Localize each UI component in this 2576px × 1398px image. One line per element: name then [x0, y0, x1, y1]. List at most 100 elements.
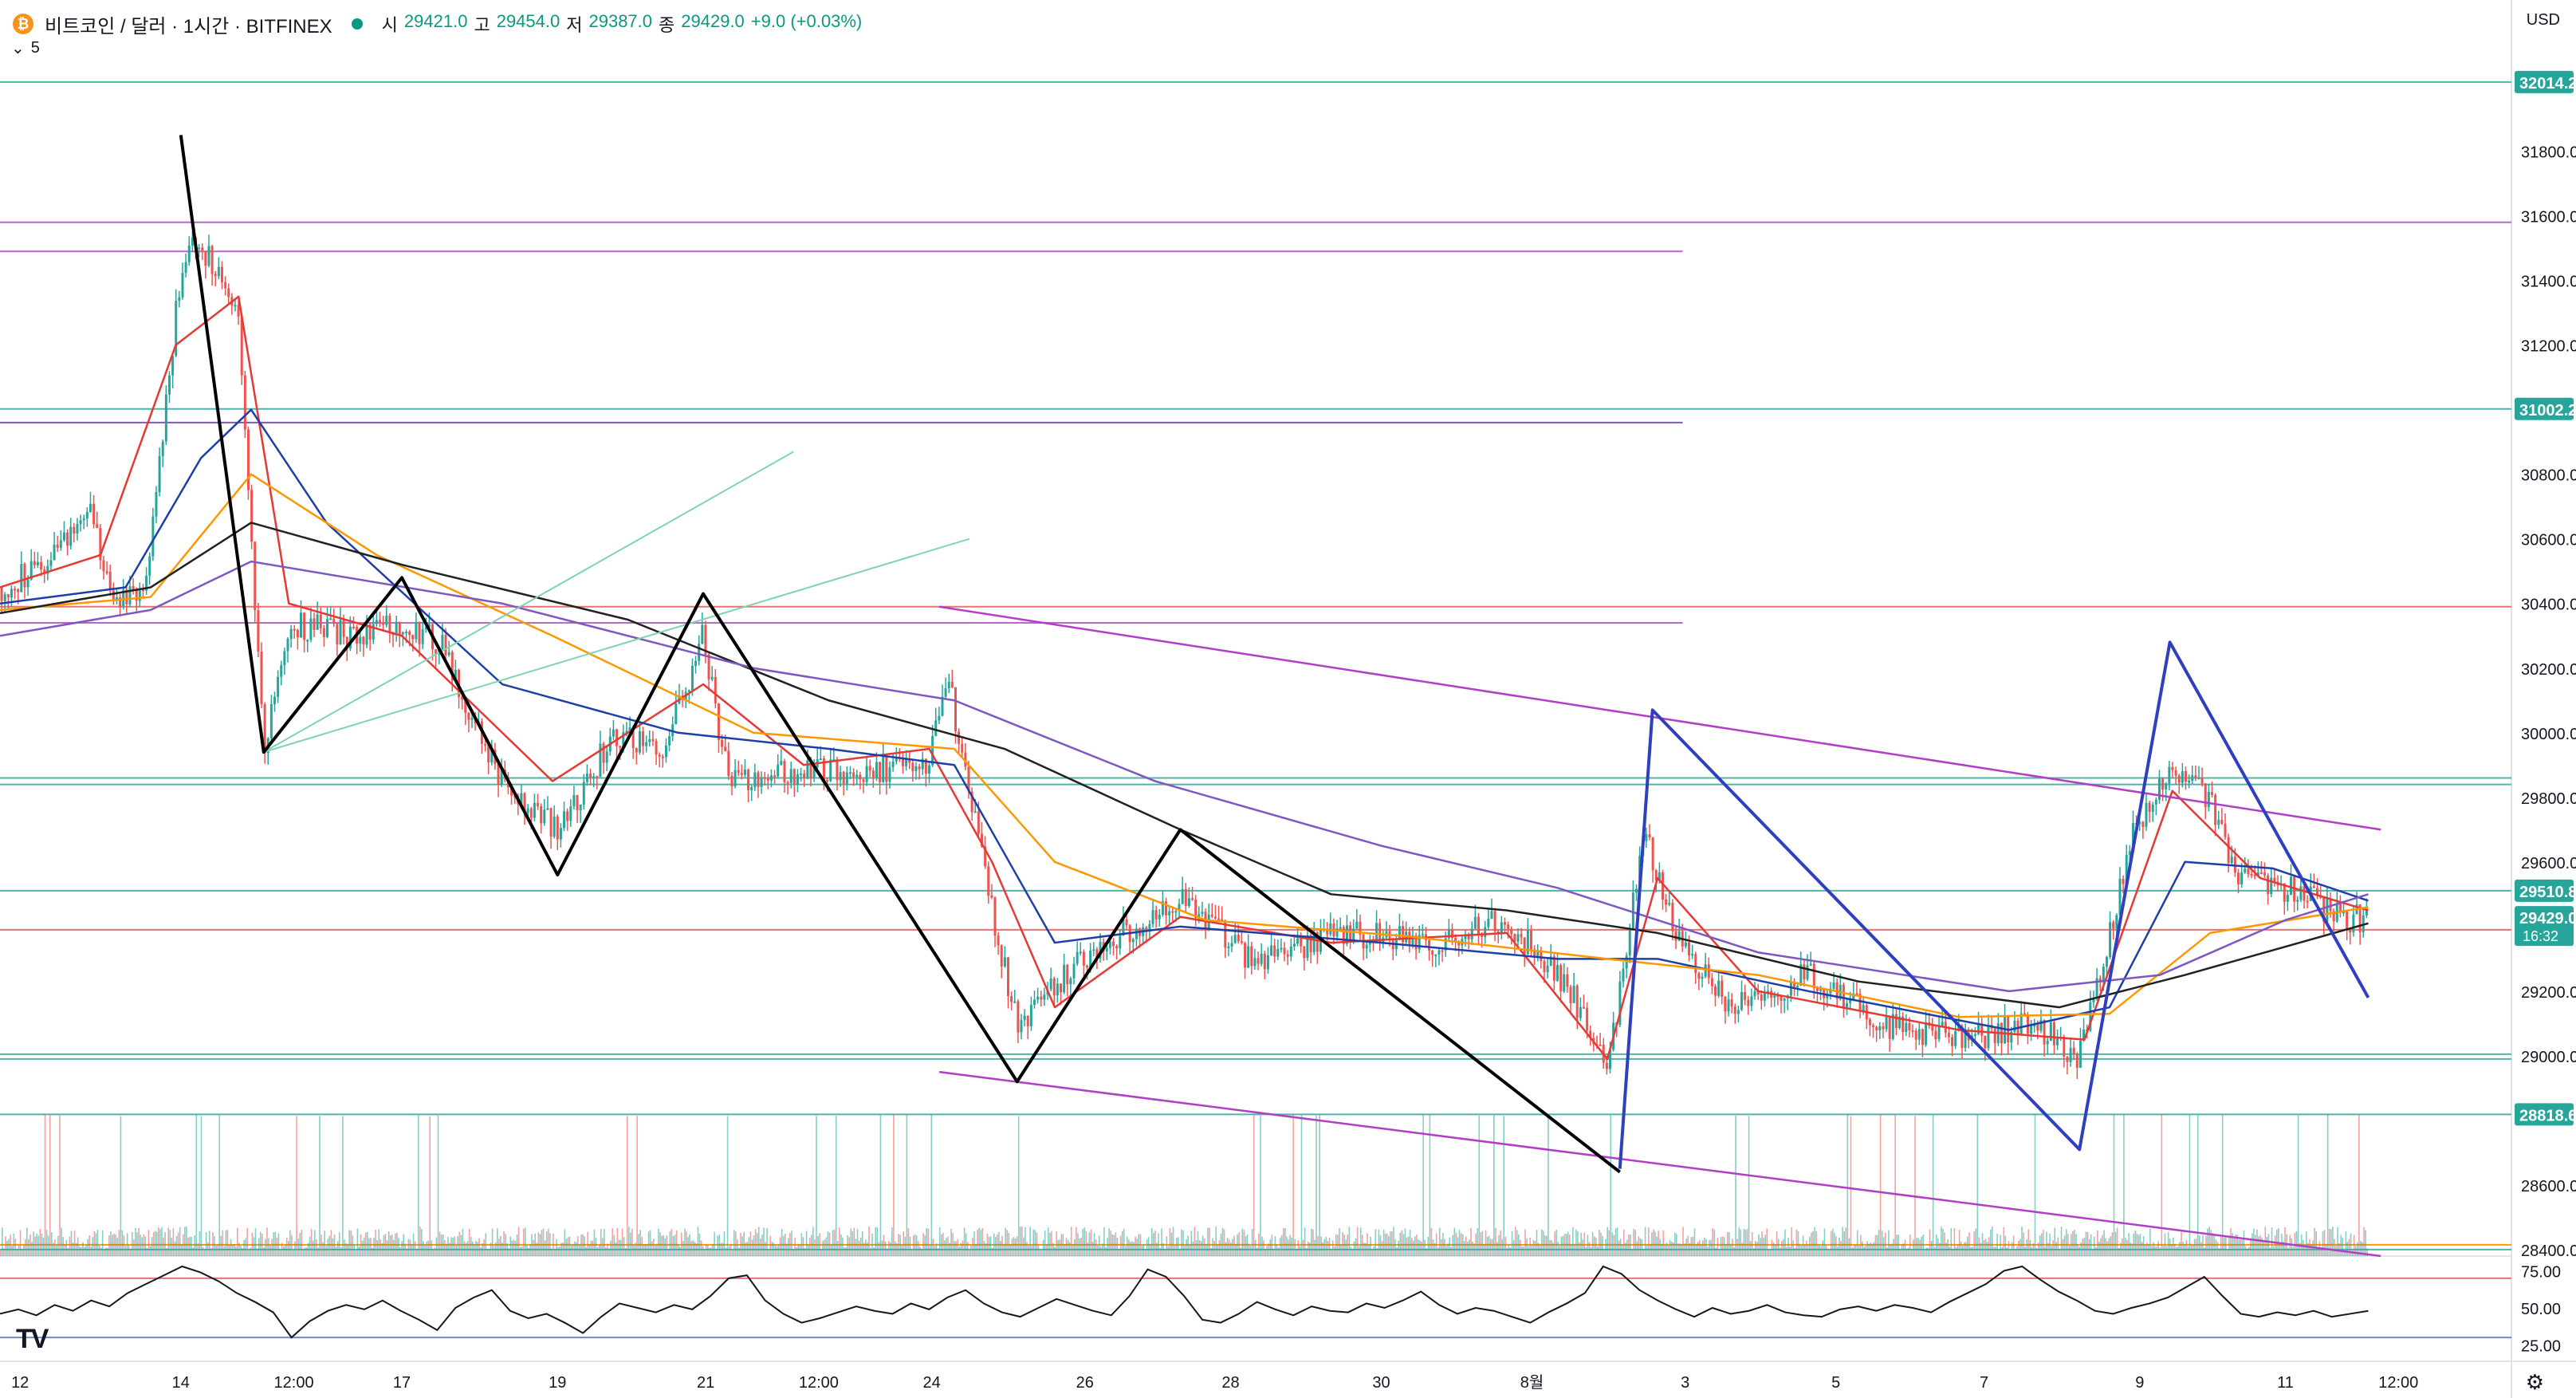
candle-body[interactable] — [596, 776, 599, 778]
candle-body[interactable] — [1244, 943, 1247, 968]
candle-body[interactable] — [1875, 1026, 1878, 1031]
candle-body[interactable] — [2227, 837, 2230, 864]
candle-body[interactable] — [6, 594, 10, 598]
moving-average-1[interactable] — [0, 408, 2369, 1031]
candle-body[interactable] — [135, 589, 138, 601]
candle-body[interactable] — [1428, 940, 1431, 951]
candle-body[interactable] — [53, 544, 56, 561]
candle-body[interactable] — [1891, 1014, 1894, 1039]
candle-body[interactable] — [576, 795, 579, 811]
candle-body[interactable] — [2151, 804, 2154, 812]
candle-body[interactable] — [1520, 934, 1523, 938]
candle-body[interactable] — [1697, 973, 1701, 979]
candle-body[interactable] — [1168, 911, 1171, 916]
candle-body[interactable] — [664, 745, 667, 758]
candle-body[interactable] — [1493, 911, 1496, 931]
candle-body[interactable] — [2210, 792, 2213, 795]
candle-body[interactable] — [1194, 900, 1198, 918]
candle-body[interactable] — [286, 638, 289, 652]
candle-body[interactable] — [733, 770, 737, 787]
candle-body[interactable] — [1849, 999, 1852, 1003]
candle-body[interactable] — [690, 666, 694, 691]
candle-body[interactable] — [687, 690, 690, 692]
candle-body[interactable] — [2148, 802, 2151, 812]
candle-body[interactable] — [938, 715, 941, 721]
candle-body[interactable] — [1500, 922, 1503, 933]
candle-body[interactable] — [625, 731, 628, 733]
candle-body[interactable] — [2289, 876, 2292, 896]
candle-body[interactable] — [280, 665, 283, 677]
candle-body[interactable] — [178, 297, 181, 301]
candle-body[interactable] — [1227, 946, 1230, 948]
candle-body[interactable] — [1862, 1005, 1865, 1011]
candle-body[interactable] — [1165, 901, 1168, 916]
candle-body[interactable] — [254, 541, 257, 611]
candle-body[interactable] — [1773, 995, 1776, 998]
candle-body[interactable] — [115, 597, 118, 601]
candle-body[interactable] — [1917, 1029, 1921, 1040]
candle-body[interactable] — [1365, 944, 1368, 949]
candle-body[interactable] — [563, 811, 566, 829]
candle-body[interactable] — [2346, 912, 2349, 930]
candle-body[interactable] — [1572, 986, 1575, 1003]
candle-body[interactable] — [2145, 802, 2148, 827]
candle-body[interactable] — [2326, 898, 2329, 922]
candle-body[interactable] — [1108, 941, 1111, 948]
candle-body[interactable] — [1072, 963, 1076, 979]
candle-body[interactable] — [1566, 974, 1569, 987]
candle-body[interactable] — [1730, 999, 1733, 1007]
candle-body[interactable] — [322, 628, 325, 637]
candle-body[interactable] — [1033, 999, 1036, 1006]
candle-body[interactable] — [2267, 875, 2270, 894]
candle-body[interactable] — [490, 750, 494, 763]
candle-body[interactable] — [2256, 872, 2259, 876]
candle-body[interactable] — [1658, 872, 1661, 880]
candle-body[interactable] — [1135, 928, 1138, 939]
candle-body[interactable] — [1326, 928, 1329, 935]
candle-body[interactable] — [145, 576, 148, 591]
candle-body[interactable] — [161, 441, 164, 456]
candle-body[interactable] — [2010, 1031, 2013, 1043]
candle-body[interactable] — [1418, 935, 1421, 950]
candle-body[interactable] — [1908, 1022, 1911, 1031]
candle-body[interactable] — [829, 759, 832, 782]
candle-body[interactable] — [947, 681, 950, 688]
candle-body[interactable] — [1151, 910, 1154, 924]
candle-body[interactable] — [868, 766, 871, 771]
candle-body[interactable] — [1198, 914, 1201, 918]
candle-body[interactable] — [1549, 956, 1552, 966]
candle-body[interactable] — [1484, 927, 1487, 937]
candle-body[interactable] — [398, 621, 401, 635]
candle-body[interactable] — [1973, 1034, 1976, 1036]
candle-body[interactable] — [1306, 935, 1309, 959]
candle-body[interactable] — [66, 532, 69, 546]
candle-body[interactable] — [102, 560, 105, 572]
candle-body[interactable] — [1694, 954, 1697, 974]
candle-body[interactable] — [2358, 904, 2362, 932]
candle-body[interactable] — [1056, 983, 1059, 996]
candle-body[interactable] — [1569, 986, 1572, 1003]
candle-body[interactable] — [76, 524, 79, 534]
candle-body[interactable] — [1941, 1022, 1944, 1027]
candle-body[interactable] — [198, 247, 201, 250]
candle-body[interactable] — [1000, 945, 1003, 967]
candle-body[interactable] — [2049, 1022, 2052, 1042]
candle-body[interactable] — [263, 704, 266, 754]
candle-body[interactable] — [1250, 946, 1253, 967]
candle-body[interactable] — [757, 772, 760, 787]
candle-body[interactable] — [1503, 922, 1506, 925]
candle-body[interactable] — [20, 564, 23, 593]
candle-body[interactable] — [1233, 935, 1237, 943]
candle-body[interactable] — [214, 274, 217, 277]
candle-body[interactable] — [385, 615, 388, 625]
candle-body[interactable] — [339, 620, 342, 645]
candle-body[interactable] — [822, 758, 825, 780]
oscillator-line[interactable] — [0, 1265, 2369, 1339]
candle-body[interactable] — [26, 579, 29, 588]
candle-body[interactable] — [944, 687, 947, 697]
candle-body[interactable] — [257, 610, 260, 652]
zigzag-pattern-blue[interactable] — [1618, 640, 2370, 1169]
candle-body[interactable] — [151, 516, 155, 557]
candle-body[interactable] — [1247, 946, 1250, 968]
candle-body[interactable] — [141, 589, 144, 592]
